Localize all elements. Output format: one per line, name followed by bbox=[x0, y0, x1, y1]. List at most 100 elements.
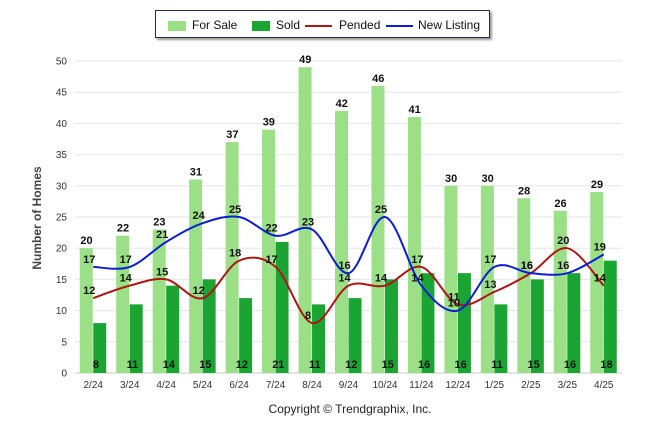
legend: For Sale Sold Pended New Listing bbox=[155, 10, 490, 38]
x-tick-label: 6/24 bbox=[229, 380, 249, 391]
bar-sold bbox=[348, 298, 362, 373]
bar-for-sale bbox=[335, 110, 348, 374]
label-new-listing: 16 bbox=[338, 260, 350, 272]
label-sold: 14 bbox=[163, 359, 176, 371]
label-for-sale: 37 bbox=[226, 129, 238, 141]
label-for-sale: 46 bbox=[372, 73, 384, 85]
label-new-listing: 16 bbox=[521, 260, 533, 272]
bar-sold bbox=[93, 323, 107, 373]
x-tick-label: 10/24 bbox=[372, 380, 397, 391]
legend-swatch-for-sale bbox=[168, 21, 186, 31]
x-tick-label: 5/24 bbox=[193, 380, 213, 391]
label-sold: 11 bbox=[491, 359, 503, 371]
label-for-sale: 30 bbox=[445, 173, 457, 185]
bar-for-sale bbox=[590, 192, 604, 373]
label-for-sale: 31 bbox=[190, 167, 202, 179]
bar-for-sale bbox=[79, 248, 93, 373]
y-tick-label: 15 bbox=[56, 275, 68, 286]
y-tick-label: 10 bbox=[56, 306, 68, 317]
x-tick-label: 8/24 bbox=[302, 380, 322, 391]
bar-sold bbox=[129, 304, 143, 373]
x-tick-label: 12/24 bbox=[445, 380, 470, 391]
label-pended: 12 bbox=[83, 285, 95, 297]
data-labels: 20 22 23 31 37 39 49 42 46 41 30 30 28 26 29 8 11 14 15 12 2… bbox=[80, 54, 612, 371]
bar-for-sale bbox=[225, 142, 239, 373]
label-sold: 16 bbox=[455, 359, 467, 371]
legend-swatch-sold bbox=[252, 21, 270, 31]
x-tick-label: 4/25 bbox=[594, 380, 614, 391]
label-new-listing: 16 bbox=[557, 260, 569, 272]
label-sold: 16 bbox=[564, 359, 576, 371]
bar-sold bbox=[312, 304, 326, 373]
x-tick-label: 2/24 bbox=[83, 380, 103, 391]
label-new-listing: 21 bbox=[156, 229, 168, 241]
y-tick-label: 20 bbox=[56, 244, 68, 255]
label-sold: 16 bbox=[418, 359, 430, 371]
label-pended: 11 bbox=[448, 291, 460, 303]
label-pended: 14 bbox=[120, 273, 133, 285]
label-new-listing: 17 bbox=[120, 254, 132, 266]
bar-sold bbox=[567, 273, 581, 373]
bar-sold bbox=[275, 241, 289, 373]
y-axis-title: Number of Homes bbox=[30, 166, 44, 270]
label-sold: 8 bbox=[93, 359, 99, 371]
label-for-sale: 30 bbox=[481, 173, 493, 185]
label-pended: 16 bbox=[521, 260, 533, 272]
x-tick-label: 3/24 bbox=[120, 380, 140, 391]
x-tick-label: 4/24 bbox=[156, 380, 176, 391]
legend-label-new-listing: New Listing bbox=[418, 18, 481, 32]
label-new-listing: 17 bbox=[83, 254, 95, 266]
label-for-sale: 23 bbox=[153, 216, 165, 228]
label-pended: 14 bbox=[594, 273, 607, 285]
label-new-listing: 25 bbox=[229, 204, 241, 216]
bar-sold bbox=[166, 285, 180, 373]
label-pended: 18 bbox=[229, 248, 241, 260]
label-pended: 17 bbox=[265, 254, 277, 266]
bar-for-sale bbox=[444, 185, 458, 373]
label-for-sale: 42 bbox=[336, 98, 348, 110]
label-for-sale: 29 bbox=[591, 179, 603, 191]
legend-label-pended: Pended bbox=[339, 18, 381, 32]
label-new-listing: 19 bbox=[594, 241, 606, 253]
label-for-sale: 41 bbox=[409, 104, 421, 116]
bar-for-sale bbox=[189, 179, 203, 373]
bar-for-sale bbox=[371, 85, 385, 374]
x-tick-label: 3/25 bbox=[558, 380, 578, 391]
legend-label-for-sale: For Sale bbox=[192, 18, 238, 32]
legend-line-pended bbox=[305, 25, 332, 27]
label-pended: 13 bbox=[484, 279, 496, 291]
label-sold: 15 bbox=[199, 359, 211, 371]
label-pended: 15 bbox=[156, 266, 168, 278]
legend-line-new-listing bbox=[386, 25, 413, 27]
bar-for-sale bbox=[407, 117, 421, 373]
x-tick-label: 2/25 bbox=[521, 380, 541, 391]
label-pended: 12 bbox=[193, 285, 205, 297]
series-lines bbox=[92, 215, 605, 325]
label-sold: 12 bbox=[236, 359, 248, 371]
y-tick-label: 25 bbox=[56, 213, 68, 224]
x-tick-label: 7/24 bbox=[266, 380, 286, 391]
bar-for-sale bbox=[116, 235, 130, 373]
label-for-sale: 39 bbox=[263, 117, 275, 129]
label-sold: 11 bbox=[127, 359, 139, 371]
y-tick-label: 35 bbox=[56, 150, 68, 161]
legend-label-sold: Sold bbox=[276, 18, 301, 32]
bar-for-sale bbox=[298, 67, 312, 374]
label-sold: 12 bbox=[345, 359, 357, 371]
label-new-listing: 23 bbox=[302, 216, 314, 228]
label-new-listing: 10 bbox=[448, 298, 460, 310]
label-new-listing: 17 bbox=[484, 254, 496, 266]
x-axis: 2/24 3/24 4/24 5/24 6/24 7/24 8/24 9/24 10/24 11/… bbox=[83, 380, 613, 391]
label-sold: 15 bbox=[527, 359, 539, 371]
y-tick-label: 40 bbox=[56, 119, 68, 130]
y-axis: 0 5 10 15 20 25 30 35 40 45 50 bbox=[56, 57, 68, 380]
label-sold: 18 bbox=[600, 359, 612, 371]
bar-for-sale bbox=[480, 185, 494, 373]
label-for-sale: 49 bbox=[299, 54, 311, 66]
y-tick-label: 0 bbox=[61, 369, 67, 380]
line-pended bbox=[92, 247, 605, 325]
bar-sold bbox=[239, 298, 253, 373]
bar-sold bbox=[530, 279, 544, 373]
label-for-sale: 22 bbox=[117, 223, 129, 235]
bar-for-sale bbox=[262, 129, 276, 373]
